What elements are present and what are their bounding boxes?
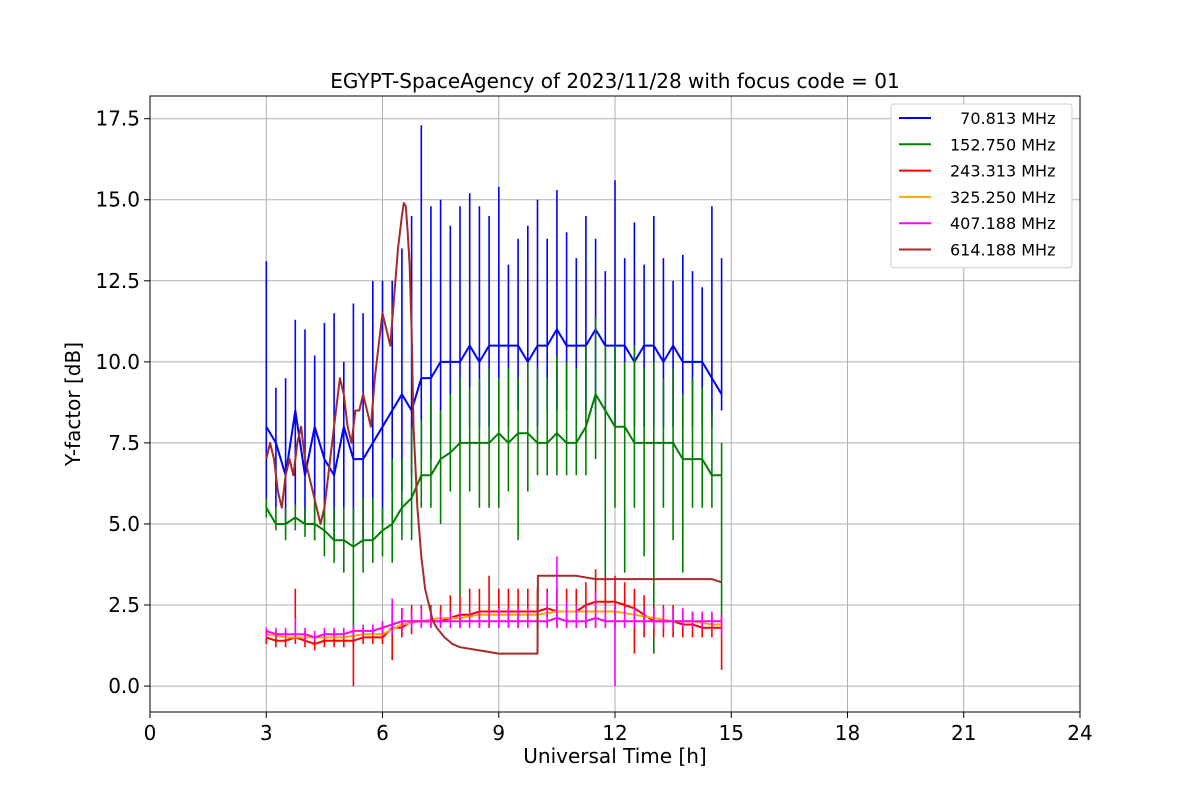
axis-ticks: 0 3 6 9 12 15 18 21 24 0.0 2.5 5.0 7.5 10.0 12.5 15.0 17… (95, 107, 1092, 745)
series-6-group (265, 202, 722, 655)
y-tick-label: 12.5 (95, 269, 140, 293)
legend-label: 70.813 MHz (950, 109, 1055, 128)
series-2-group (265, 316, 723, 654)
x-tick-label: 0 (144, 721, 157, 745)
y-axis-title: Y-factor [dB] (61, 342, 85, 467)
legend-label: 614.188 MHz (950, 241, 1055, 260)
y-tick-label: 15.0 (95, 188, 140, 212)
x-tick-label: 9 (492, 721, 505, 745)
legend: 70.813 MHz 152.750 MHz 243.313 MHz 325.250 … (890, 103, 1073, 269)
legend-box (890, 103, 1073, 269)
series-layer (265, 125, 723, 687)
series-1-range (265, 125, 723, 541)
x-tick-label: 15 (719, 721, 744, 745)
y-tick-label: 0.0 (108, 674, 140, 698)
y-tick-label: 17.5 (95, 107, 140, 131)
x-axis-title: Universal Time [h] (523, 744, 706, 768)
legend-label: 152.750 MHz (950, 135, 1055, 154)
legend-label: 243.313 MHz (950, 162, 1055, 181)
series-5-line (265, 617, 722, 639)
series-1-line (265, 328, 723, 477)
x-tick-label: 24 (1067, 721, 1092, 745)
x-tick-label: 18 (835, 721, 860, 745)
x-tick-label: 21 (951, 721, 976, 745)
legend-label: 325.250 MHz (950, 188, 1055, 207)
x-tick-label: 12 (602, 721, 627, 745)
series-2-line (265, 393, 722, 548)
series-6-line (265, 202, 722, 655)
y-tick-label: 10.0 (95, 350, 140, 374)
x-tick-label: 3 (260, 721, 273, 745)
series-1-group (265, 125, 723, 541)
y-tick-label: 2.5 (108, 593, 140, 617)
series-5-group (265, 556, 723, 687)
chart-title: EGYPT-SpaceAgency of 2023/11/28 with foc… (330, 69, 899, 93)
legend-label: 407.188 MHz (950, 214, 1055, 233)
y-tick-label: 7.5 (108, 431, 140, 455)
y-tick-label: 5.0 (108, 512, 140, 536)
x-tick-label: 6 (376, 721, 389, 745)
